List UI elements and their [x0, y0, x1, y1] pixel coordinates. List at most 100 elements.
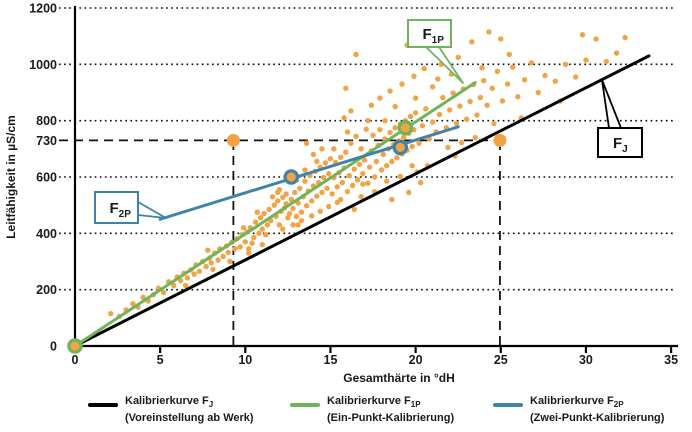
scatter-point [366, 164, 373, 170]
scatter-point [227, 258, 233, 265]
scatter-point [421, 65, 427, 72]
scatter-point [494, 68, 501, 75]
scatter-point [373, 158, 380, 165]
scatter-point [355, 177, 361, 183]
legend-label-fj-sub: J [208, 400, 214, 410]
x-tick-label-20: 20 [409, 353, 423, 367]
scatter-point [108, 310, 114, 317]
scatter-point [183, 282, 189, 289]
scatter-point [464, 116, 470, 122]
line-f2p [158, 125, 460, 221]
legend-label-f2p-main: Kalibrierkurve F [530, 395, 614, 407]
scatter-point [295, 222, 301, 228]
legend-desc-f1p: (Ein-Punkt-Kalibrierung) [327, 411, 455, 424]
legend-label-f1p-main: Kalibrierkurve F [327, 395, 411, 407]
scatter-point [613, 50, 620, 56]
scatter-point [365, 117, 371, 124]
y-tick-label-400: 400 [36, 227, 57, 241]
scatter-point [593, 36, 599, 42]
scatter-point [489, 85, 495, 91]
scatter-point [326, 203, 332, 210]
scatter-point [412, 110, 419, 116]
legend-label-fj-main: Kalibrierkurve F [125, 395, 209, 407]
scatter-point [130, 301, 136, 307]
line-fj [73, 54, 651, 348]
scatter-point [297, 185, 303, 191]
scatter-point [377, 95, 383, 101]
scatter-point [320, 174, 327, 181]
scatter-point [409, 163, 415, 169]
scatter-point [254, 209, 260, 215]
scatter-point [394, 155, 400, 161]
scatter-point [418, 179, 424, 186]
calibration-marker-2 [283, 169, 300, 185]
scatter-point [440, 94, 446, 101]
scatter-point [453, 120, 460, 127]
scatter-point [220, 253, 226, 260]
scatter-point [515, 94, 521, 100]
scatter-point [349, 182, 356, 189]
scatter-point [383, 163, 390, 169]
scatter-point [261, 210, 267, 217]
scatter-point [392, 103, 398, 110]
scatter-point [249, 240, 255, 246]
scatter-point [542, 72, 548, 79]
scatter-point [429, 119, 436, 125]
scatter-point [365, 180, 371, 186]
scatter-point [246, 250, 252, 256]
y-tick-label-0: 0 [50, 340, 57, 354]
legend-swatch-f2p-line [493, 403, 523, 407]
scatter-point [314, 193, 320, 199]
scatter-point [280, 226, 286, 232]
scatter-point [387, 129, 393, 136]
scatter-point [472, 134, 478, 141]
scatter-point [416, 140, 422, 146]
scatter-point [399, 81, 405, 87]
scatter-point [343, 149, 349, 155]
scatter-point [327, 155, 334, 162]
scatter-point [389, 158, 395, 165]
legend-label-f1p-sub: 1P [410, 400, 421, 410]
scatter-point [622, 34, 628, 41]
scatter-point [382, 117, 388, 124]
legend-label-f2p: Kalibrierkurve F2P (Zwei-Punkt-Kalibrier… [530, 395, 664, 425]
scatter-point [499, 98, 506, 104]
scatter-point [445, 144, 451, 151]
callout-box-f2p [94, 191, 139, 224]
calibration-marker-0 [67, 338, 83, 354]
scatter-point [348, 140, 354, 146]
scatter-point [203, 263, 209, 270]
scatter-point [309, 213, 315, 219]
x-tick-label-5: 5 [157, 353, 164, 367]
scatter-point [302, 167, 308, 173]
y-tick-label-1200: 1200 [29, 1, 57, 15]
scatter-point [583, 57, 589, 63]
y-axis-title: Leitfähigkeit in µS/cm [4, 115, 18, 239]
scatter-point [337, 196, 344, 203]
scatter-point [397, 173, 403, 180]
scatter-point [237, 244, 243, 250]
scatter-point [344, 188, 351, 195]
scatter-point [329, 191, 335, 197]
scatter-point [481, 77, 487, 84]
legend-swatch-fj-line [88, 403, 118, 407]
calibration-marker-1 [397, 119, 414, 136]
scatter-point [509, 64, 516, 70]
scatter-point [339, 179, 346, 186]
scatter-point [409, 143, 415, 150]
scatter-point [343, 85, 349, 91]
scatter-point [291, 189, 298, 196]
scatter-point [346, 172, 352, 179]
scatter-point [603, 58, 610, 65]
scatter-point [334, 184, 340, 190]
callout-label-f1p: F1P [423, 26, 445, 46]
calibration-marker-3 [392, 139, 409, 156]
scatter-point [573, 74, 579, 80]
x-tick-label-35: 35 [664, 353, 678, 367]
scatter-point [259, 241, 266, 248]
scatter-point [264, 222, 271, 228]
scatter-point [286, 210, 293, 217]
legend-desc-f2p: (Zwei-Punkt-Kalibrierung) [530, 411, 665, 424]
